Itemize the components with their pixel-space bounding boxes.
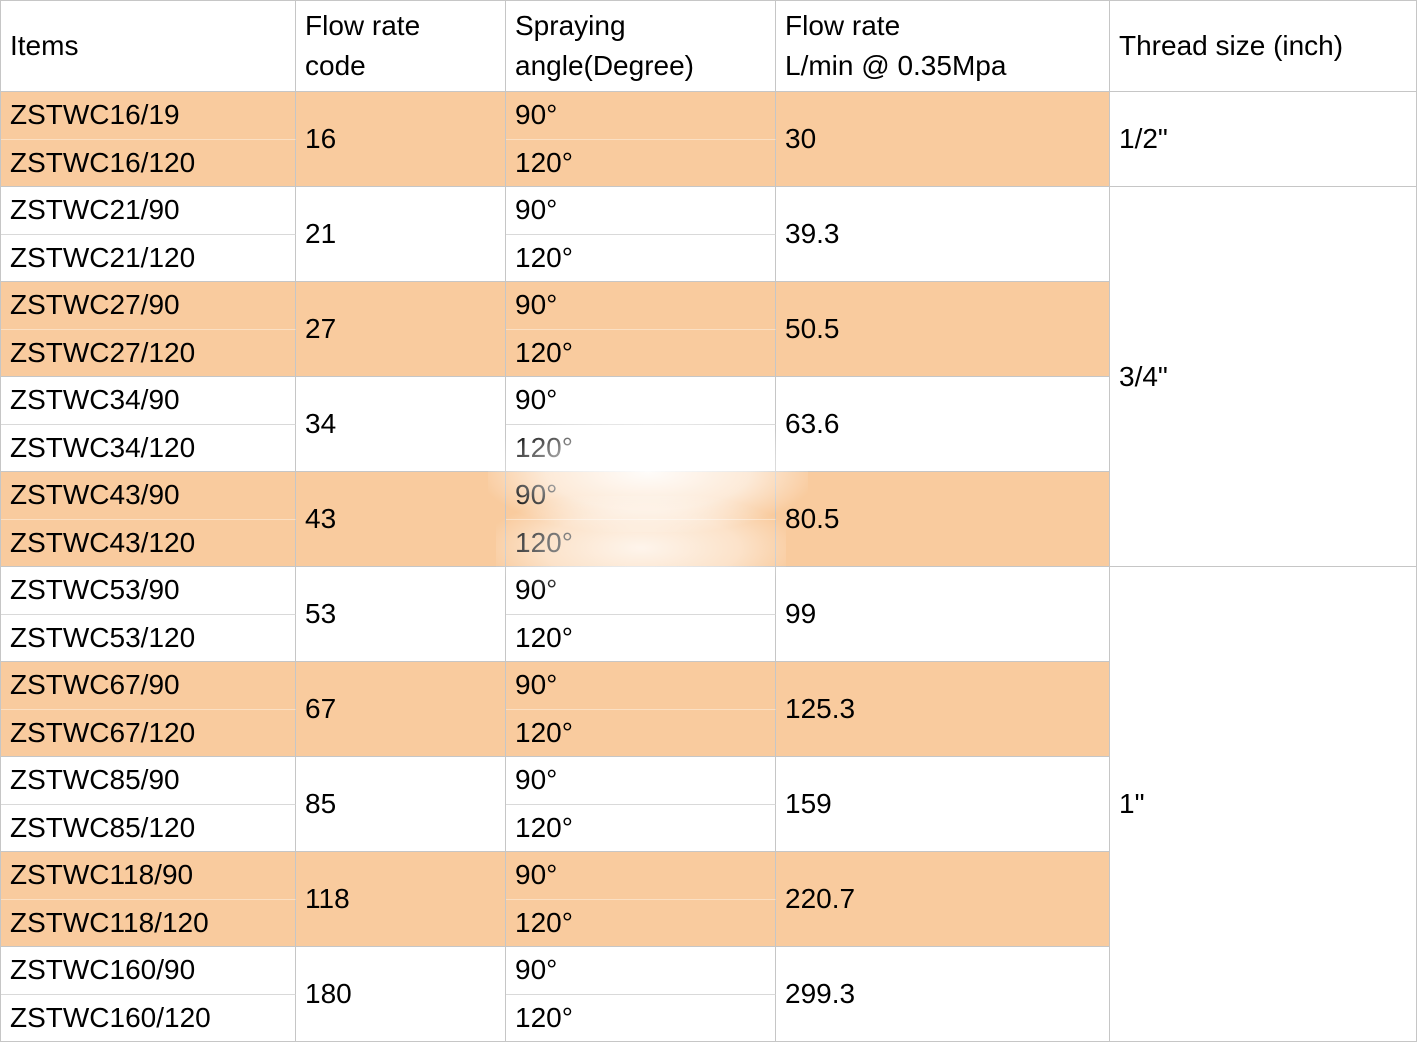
table-row: ZSTWC53/120 120° [1, 614, 1417, 662]
angle-cell: 90° [506, 282, 776, 330]
item-cell: ZSTWC160/120 [1, 994, 296, 1042]
code-cell: 43 [296, 472, 506, 567]
item-cell: ZSTWC34/120 [1, 424, 296, 472]
thread-cell: 3/4" [1110, 187, 1417, 567]
item-cell: ZSTWC160/90 [1, 947, 296, 995]
table-row: ZSTWC85/90 85 90° 159 [1, 757, 1417, 852]
angle-cell: 90° [506, 92, 776, 140]
item-cell: ZSTWC85/120 [1, 804, 296, 852]
item-cell: ZSTWC27/90 [1, 282, 296, 330]
angle-cell: 120° [506, 994, 776, 1042]
table-row: ZSTWC160/120 120° [1, 994, 1417, 1042]
flow-cell: 299.3 [776, 947, 1110, 1042]
table-row: ZSTWC21/90 21 90° 39.3 3/4" [1, 187, 1417, 567]
item-cell: ZSTWC16/120 [1, 139, 296, 187]
code-cell: 67 [296, 662, 506, 757]
table-row: ZSTWC27/120 120° [1, 329, 1417, 377]
thread-cell: 1/2" [1110, 92, 1417, 187]
item-cell: ZSTWC67/120 [1, 709, 296, 757]
item-cell: ZSTWC53/90 [1, 567, 296, 615]
flow-cell: 39.3 [776, 187, 1110, 282]
table-row: ZSTWC67/90 67 90° 125.3 [1, 662, 1417, 757]
item-cell: ZSTWC53/120 [1, 614, 296, 662]
code-cell: 180 [296, 947, 506, 1042]
flow-cell: 30 [776, 92, 1110, 187]
table-row: ZSTWC160/90 180 90° 299.3 [1, 947, 1417, 1042]
code-cell: 27 [296, 282, 506, 377]
item-cell: ZSTWC21/120 [1, 234, 296, 282]
angle-cell: 90° [506, 852, 776, 900]
header-items-label: Items [10, 30, 79, 61]
header-spraying-angle: Spraying angle(Degree) [506, 1, 776, 92]
table-row: ZSTWC67/120 120° [1, 709, 1417, 757]
item-cell: ZSTWC85/90 [1, 757, 296, 805]
angle-cell: 90° [506, 187, 776, 235]
angle-cell: 120° [506, 139, 776, 187]
flow-cell: 99 [776, 567, 1110, 662]
table-row: ZSTWC118/90 118 90° 220.7 [1, 852, 1417, 947]
item-cell: ZSTWC16/19 [1, 92, 296, 140]
table-row: ZSTWC53/90 53 90° 99 1" [1, 567, 1417, 1042]
flow-cell: 125.3 [776, 662, 1110, 757]
angle-cell: 90° [506, 757, 776, 805]
angle-cell: 120° [506, 899, 776, 947]
angle-cell: 120° [506, 804, 776, 852]
angle-cell: 90° [506, 567, 776, 615]
angle-cell: 120° [506, 424, 776, 472]
angle-cell: 90° [506, 947, 776, 995]
thread-cell: 1" [1110, 567, 1417, 1042]
flow-cell: 50.5 [776, 282, 1110, 377]
header-items: Items [1, 1, 296, 92]
code-cell: 118 [296, 852, 506, 947]
angle-cell: 90° [506, 472, 776, 520]
angle-cell: 90° [506, 662, 776, 710]
item-cell: ZSTWC118/120 [1, 899, 296, 947]
code-cell: 21 [296, 187, 506, 282]
item-cell: ZSTWC118/90 [1, 852, 296, 900]
item-cell: ZSTWC21/90 [1, 187, 296, 235]
table-row: ZSTWC43/90 43 90° 80.5 [1, 472, 1417, 567]
table-row: ZSTWC21/120 120° [1, 234, 1417, 282]
table-row: ZSTWC16/19 16 90° 30 1/2" [1, 92, 1417, 187]
header-flow-rate-lmin: Flow rate L/min @ 0.35Mpa [776, 1, 1110, 92]
table-row: ZSTWC85/120 120° [1, 804, 1417, 852]
item-cell: ZSTWC43/90 [1, 472, 296, 520]
angle-cell: 120° [506, 234, 776, 282]
table-row: ZSTWC27/90 27 90° 50.5 [1, 282, 1417, 377]
item-cell: ZSTWC67/90 [1, 662, 296, 710]
table-row: ZSTWC118/120 120° [1, 899, 1417, 947]
header-thread-size: Thread size (inch) [1110, 1, 1417, 92]
flow-cell: 220.7 [776, 852, 1110, 947]
code-cell: 53 [296, 567, 506, 662]
code-cell: 16 [296, 92, 506, 187]
item-cell: ZSTWC34/90 [1, 377, 296, 425]
angle-cell: 120° [506, 329, 776, 377]
table-row: ZSTWC16/120 120° [1, 139, 1417, 187]
flow-cell: 63.6 [776, 377, 1110, 472]
code-cell: 85 [296, 757, 506, 852]
header-flow-rate-code: Flow rate code [296, 1, 506, 92]
item-cell: ZSTWC27/120 [1, 329, 296, 377]
angle-cell: 90° [506, 377, 776, 425]
item-cell: ZSTWC43/120 [1, 519, 296, 567]
angle-cell: 120° [506, 519, 776, 567]
flow-cell: 159 [776, 757, 1110, 852]
code-cell: 34 [296, 377, 506, 472]
angle-cell: 120° [506, 614, 776, 662]
angle-cell: 120° [506, 709, 776, 757]
flow-cell: 80.5 [776, 472, 1110, 567]
header-row: Items Flow rate code Spraying angle(Degr… [1, 1, 1417, 92]
